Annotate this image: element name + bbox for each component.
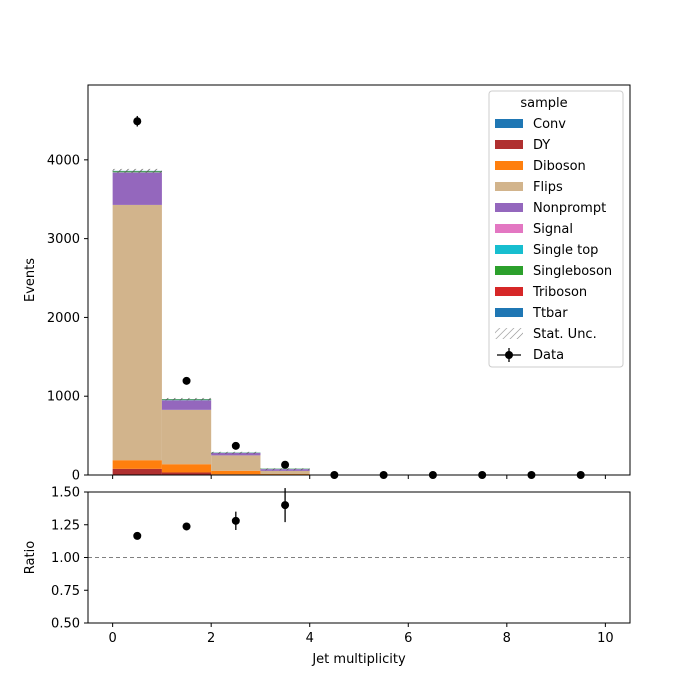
bar-diboson-bin-1 <box>161 464 212 473</box>
ratio-y-tick-label-3: 1.25 <box>51 518 80 533</box>
bar-flips-bin-0 <box>112 204 162 461</box>
legend-label-conv: Conv <box>533 117 566 132</box>
legend-label-flips: Flips <box>533 180 563 195</box>
main-y-axis-label: Events <box>23 258 38 302</box>
ratio-x-tick-label-0: 0 <box>108 631 116 646</box>
bar-flips-bin-3 <box>260 470 310 475</box>
main-y-tick-label-0: 0 <box>72 469 80 484</box>
legend-label-nonprompt: Nonprompt <box>533 201 606 216</box>
legend-swatch-dy <box>495 140 523 149</box>
bar-dy-bin-1 <box>161 472 212 475</box>
bar-dy-bin-0 <box>112 468 162 475</box>
legend-label-singleboson: Singleboson <box>533 264 612 279</box>
ratio-y-tick-label-2: 1.00 <box>51 551 80 566</box>
legend-swatch-nonprompt <box>495 203 523 212</box>
ratio-point-3 <box>281 501 290 510</box>
legend-label-single-top: Single top <box>533 243 598 258</box>
ratio-axes-frame <box>87 491 631 624</box>
main-y-tick-label-3: 3000 <box>47 232 80 247</box>
legend-swatch-ttbar <box>495 308 523 317</box>
legend-swatch-conv <box>495 119 523 128</box>
stat-unc-band-bin-3 <box>260 468 310 471</box>
ratio-point-2 <box>231 516 240 525</box>
legend-swatch-diboson <box>495 161 523 170</box>
legend-swatch-single-top <box>495 245 523 254</box>
legend-swatch-stat-unc <box>495 328 523 339</box>
ratio-x-tick-label-1: 2 <box>207 631 215 646</box>
ratio-point-0 <box>133 531 142 540</box>
ratio-y-tick-label-1: 0.75 <box>51 584 80 599</box>
ratio-point-1 <box>182 522 191 531</box>
main-y-tick-label-4: 4000 <box>47 153 80 168</box>
data-point-3 <box>281 460 290 469</box>
ratio-x-tick-label-4: 8 <box>503 631 511 646</box>
ratio-y-tick-label-0: 0.50 <box>51 617 80 632</box>
ratio-y-tick-label-4: 1.50 <box>51 486 80 501</box>
bar-flips-bin-2 <box>211 455 261 471</box>
legend-swatch-triboson <box>495 287 523 296</box>
legend-box <box>488 90 624 368</box>
stat-unc-band-bin-1 <box>161 397 212 401</box>
legend-label-signal: Signal <box>533 222 573 237</box>
legend-data-marker <box>505 351 513 359</box>
legend-label-stat-unc: Stat. Unc. <box>533 327 597 342</box>
legend-label-dy: DY <box>533 138 550 153</box>
bar-nonprompt-bin-2 <box>211 453 261 456</box>
bar-nonprompt-bin-1 <box>161 400 212 410</box>
main-y-tick-label-2: 2000 <box>47 311 80 326</box>
ratio-x-tick-label-2: 4 <box>306 631 314 646</box>
legend-label-data: Data <box>533 348 564 363</box>
legend-label-diboson: Diboson <box>533 159 586 174</box>
stat-unc-band-bin-0 <box>112 168 162 173</box>
ratio-x-tick-label-3: 6 <box>404 631 412 646</box>
stat-unc-band-bin-2 <box>211 451 261 454</box>
data-point-2 <box>231 441 240 450</box>
legend-title: sample <box>520 96 567 111</box>
legend: sample Conv DY Diboson Flips Nonprompt Signal S… <box>488 90 624 368</box>
legend-swatch-signal <box>495 224 523 233</box>
ratio-x-tick-label-5: 10 <box>597 631 614 646</box>
main-y-tick-label-1: 1000 <box>47 390 80 405</box>
bar-diboson-bin-2 <box>211 470 261 475</box>
data-point-0 <box>133 117 142 126</box>
bar-diboson-bin-0 <box>112 460 162 469</box>
legend-label-ttbar: Ttbar <box>532 306 568 321</box>
bar-diboson-bin-3 <box>260 474 310 475</box>
bar-flips-bin-1 <box>161 409 212 465</box>
legend-label-triboson: Triboson <box>532 285 587 300</box>
ratio-x-axis-label: Jet multiplicity <box>311 652 406 667</box>
legend-swatch-flips <box>495 182 523 191</box>
bar-nonprompt-bin-0 <box>112 172 162 205</box>
ratio-panel: 0.50 0.75 1.00 1.25 1.50 0 2 4 6 8 10 Ratio Jet mult… <box>23 486 631 667</box>
main-axes-frame <box>87 84 631 476</box>
main-panel: 0 1000 2000 3000 4000 Events <box>23 84 631 484</box>
data-point-1 <box>182 376 191 385</box>
legend-swatch-singleboson <box>495 266 523 275</box>
ratio-y-axis-label: Ratio <box>23 541 38 574</box>
